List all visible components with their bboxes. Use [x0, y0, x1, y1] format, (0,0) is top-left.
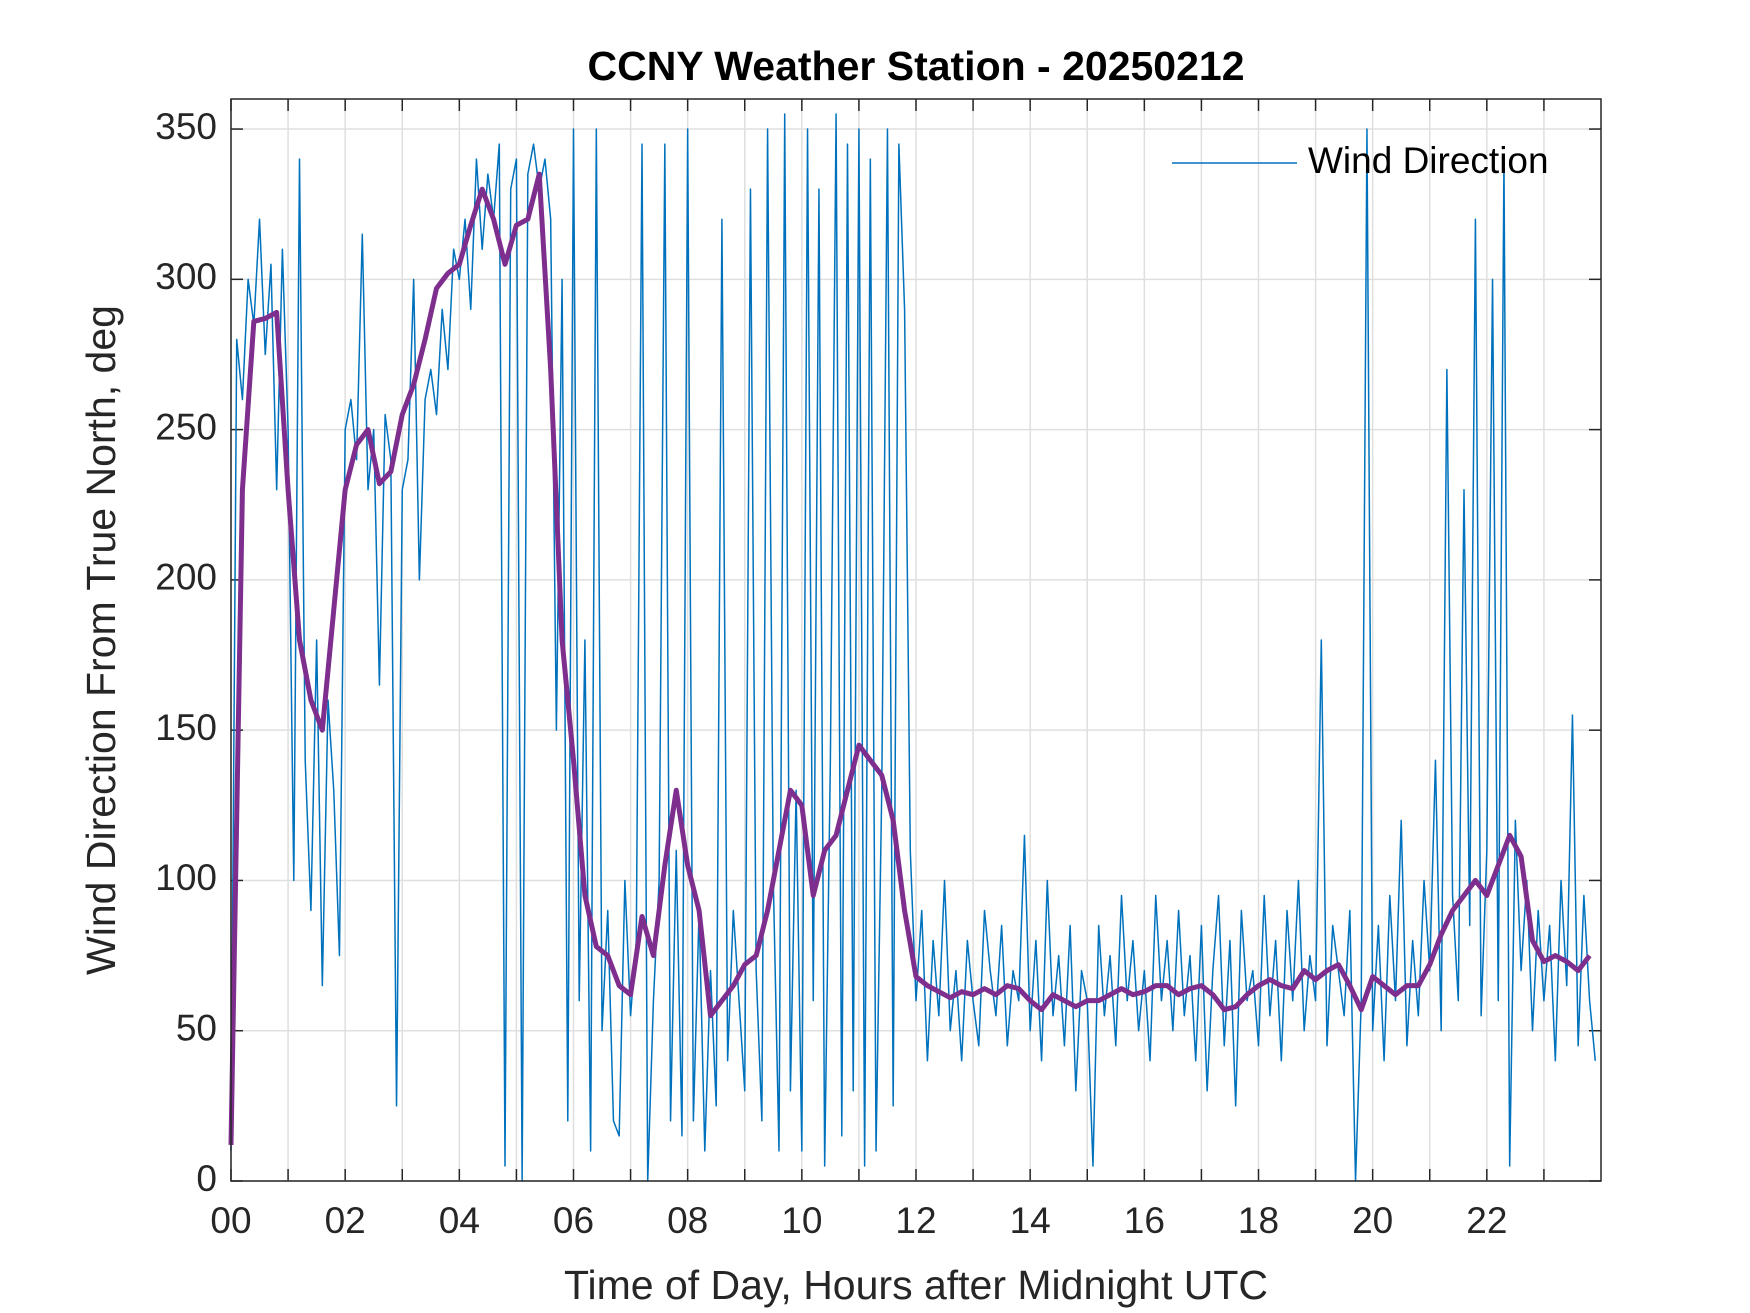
y-tick-label: 0 — [196, 1158, 217, 1199]
data-line — [228, 171, 1592, 1145]
x-tick-label: 00 — [210, 1200, 251, 1241]
y-tick-label: 200 — [155, 557, 217, 598]
x-tick-label: 04 — [439, 1200, 480, 1241]
chart-title: CCNY Weather Station - 20250212 — [587, 43, 1244, 89]
x-tick-label: 12 — [895, 1200, 936, 1241]
x-tick-label: 16 — [1124, 1200, 1165, 1241]
x-tick-label: 08 — [667, 1200, 708, 1241]
y-tick-label: 50 — [176, 1008, 217, 1049]
x-axis-label: Time of Day, Hours after Midnight UTC — [564, 1262, 1268, 1308]
y-axis-label: Wind Direction From True North, deg — [78, 305, 124, 975]
x-tick-label: 14 — [1010, 1200, 1051, 1241]
plot-frame — [230, 98, 1602, 1182]
data-line — [230, 113, 1597, 1182]
x-tick-label: 22 — [1466, 1200, 1507, 1241]
y-tick-label: 350 — [155, 106, 217, 147]
x-tick-label: 10 — [781, 1200, 822, 1241]
x-tick-label: 06 — [553, 1200, 594, 1241]
x-tick-label: 02 — [325, 1200, 366, 1241]
y-tick-label: 300 — [155, 256, 217, 297]
y-tick-label: 150 — [155, 707, 217, 748]
legend-label: Wind Direction — [1308, 140, 1549, 181]
y-tick-label: 100 — [155, 857, 217, 898]
x-tick-label: 18 — [1238, 1200, 1279, 1241]
x-tick-label: 20 — [1352, 1200, 1393, 1241]
y-tick-label: 250 — [155, 406, 217, 447]
